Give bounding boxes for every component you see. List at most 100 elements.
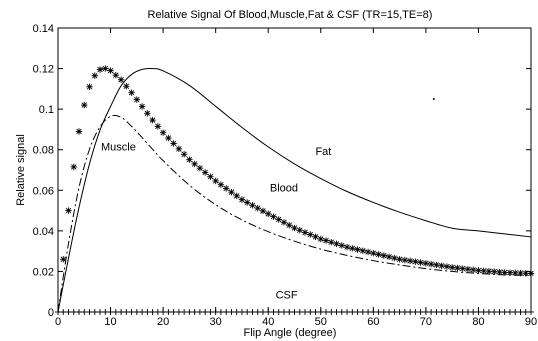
series-point-blood bbox=[102, 65, 109, 72]
y-tick-label: 0 bbox=[48, 307, 54, 319]
plot-background bbox=[58, 28, 531, 312]
series-point-blood bbox=[144, 110, 151, 117]
series-point-blood bbox=[312, 233, 319, 240]
series-point-blood bbox=[238, 196, 246, 203]
series-point-blood bbox=[123, 83, 130, 90]
x-tick-label: 60 bbox=[367, 316, 379, 328]
series-label-muscle: Muscle bbox=[101, 142, 136, 154]
series-point-blood bbox=[401, 256, 409, 264]
series-label-fat: Fat bbox=[315, 146, 331, 158]
series-point-blood bbox=[86, 83, 93, 91]
series-point-blood bbox=[307, 231, 314, 238]
series-point-blood bbox=[338, 242, 345, 249]
series-point-blood bbox=[165, 134, 172, 142]
series-point-blood bbox=[149, 116, 156, 124]
series-point-blood bbox=[249, 202, 256, 209]
series-point-blood bbox=[96, 66, 104, 73]
series-point-blood bbox=[359, 247, 367, 254]
series-point-blood bbox=[207, 173, 214, 180]
x-tick-label: 10 bbox=[104, 316, 116, 328]
y-tick-label: 0.1 bbox=[39, 104, 54, 116]
series-point-blood bbox=[459, 265, 466, 272]
series-point-blood bbox=[107, 67, 114, 74]
x-axis-label: Flip Angle (degree) bbox=[244, 327, 337, 339]
series-point-blood bbox=[128, 89, 135, 96]
series-point-blood bbox=[65, 207, 72, 214]
series-point-blood bbox=[186, 156, 193, 163]
series-point-blood bbox=[396, 256, 403, 263]
series-point-blood bbox=[349, 245, 356, 252]
series-point-blood bbox=[138, 103, 146, 110]
series-point-blood bbox=[254, 204, 261, 212]
series-point-blood bbox=[317, 235, 324, 243]
series-point-blood bbox=[117, 76, 125, 83]
series-point-blood bbox=[212, 177, 219, 185]
y-axis-label: Relative signal bbox=[15, 134, 27, 206]
series-label-layer: Fat Blood Muscle CSF bbox=[101, 142, 331, 302]
series-point-blood bbox=[517, 269, 524, 277]
series-point-blood bbox=[259, 207, 267, 215]
series-point-blood bbox=[391, 254, 398, 262]
series-point-blood bbox=[422, 260, 430, 267]
series-point-blood bbox=[485, 268, 493, 275]
series-point-blood bbox=[417, 259, 424, 266]
series-label-csf: CSF bbox=[276, 289, 298, 301]
series-point-blood bbox=[175, 145, 183, 153]
series-point-blood bbox=[91, 72, 98, 79]
series-point-blood bbox=[370, 249, 377, 257]
series-point-blood bbox=[406, 257, 414, 265]
x-tick-label: 20 bbox=[157, 316, 169, 328]
plot-frame bbox=[57, 27, 532, 313]
series-point-blood bbox=[159, 129, 167, 136]
y-tick-label: 0.12 bbox=[33, 64, 54, 76]
series-point-blood bbox=[222, 185, 230, 192]
x-tick-label: 50 bbox=[315, 316, 327, 328]
series-point-blood bbox=[60, 256, 67, 263]
series-point-blood bbox=[343, 243, 351, 251]
series-line-fat bbox=[57, 67, 532, 313]
series-point-blood bbox=[375, 251, 382, 258]
series-point-blood bbox=[296, 227, 303, 234]
series-point-blood bbox=[196, 164, 204, 172]
series-point-blood bbox=[286, 221, 293, 229]
series-point-blood bbox=[433, 261, 440, 269]
series-point-blood bbox=[443, 263, 451, 270]
series-label-blood: Blood bbox=[270, 182, 298, 194]
series-point-blood bbox=[364, 248, 372, 256]
series-point-blood bbox=[506, 269, 514, 276]
series-muscle bbox=[57, 114, 532, 313]
y-tick-label: 0.04 bbox=[33, 226, 54, 238]
series-point-blood bbox=[448, 264, 456, 271]
y-tick-label: 0.02 bbox=[33, 266, 54, 278]
series-line-muscle bbox=[57, 114, 532, 313]
series-point-blood bbox=[233, 192, 240, 200]
series-point-blood bbox=[133, 96, 141, 103]
series-point-blood bbox=[270, 213, 277, 220]
series-point-blood bbox=[112, 71, 120, 79]
series-point-blood bbox=[427, 260, 435, 268]
x-tick-label: 0 bbox=[55, 316, 61, 328]
series-point-blood bbox=[333, 240, 340, 248]
series-point-blood bbox=[265, 210, 272, 218]
series-point-blood bbox=[412, 258, 419, 265]
x-tick-label: 30 bbox=[210, 316, 222, 328]
series-point-blood bbox=[464, 265, 472, 273]
series-point-blood bbox=[469, 266, 477, 274]
series-point-blood bbox=[328, 239, 335, 246]
x-tick-label: 80 bbox=[472, 316, 484, 328]
chart-title: Relative Signal Of Blood,Muscle,Fat & CS… bbox=[148, 9, 433, 21]
x-tick-label: 70 bbox=[420, 316, 432, 328]
series-point-blood bbox=[75, 128, 83, 135]
y-tick-label: 0.06 bbox=[33, 185, 54, 197]
series-point-blood bbox=[380, 252, 388, 259]
series-point-blood bbox=[217, 181, 225, 188]
series-point-blood bbox=[154, 123, 162, 130]
series-point-blood bbox=[275, 216, 282, 223]
series-point-blood bbox=[228, 188, 235, 196]
x-tick-label: 40 bbox=[262, 316, 274, 328]
series-point-blood bbox=[201, 169, 209, 176]
series-point-blood bbox=[385, 253, 393, 261]
y-tick-label: 0.08 bbox=[33, 145, 54, 157]
series-point-blood bbox=[280, 219, 288, 226]
